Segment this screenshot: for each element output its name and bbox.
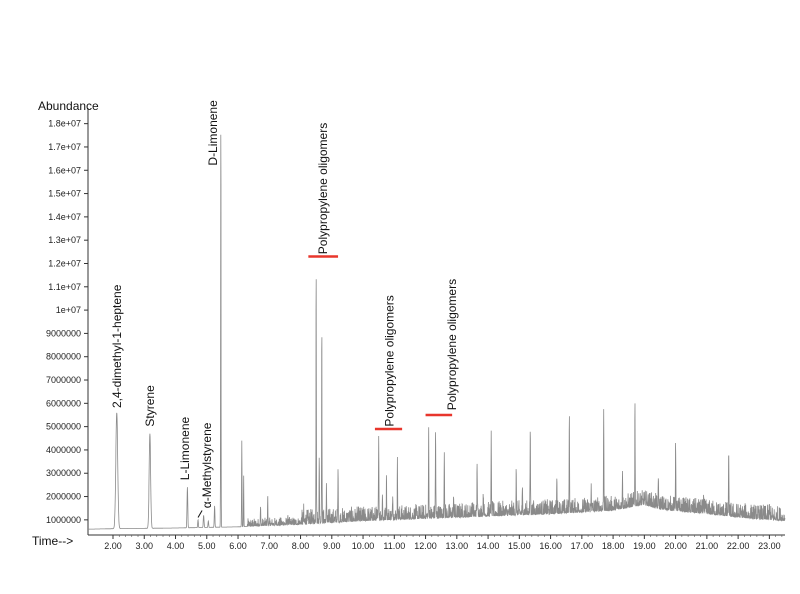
annotations-group: 2,4-dimethyl-1-heptene Styrene L-Limonene α… (110, 100, 459, 518)
x-tick-label: 13.00 (446, 541, 469, 551)
y-tick-label: 4000000 (46, 445, 81, 455)
peak-annotation: L-Limonene (178, 416, 192, 480)
y-tick-label: 7000000 (46, 375, 81, 385)
x-tick-label: 2.00 (104, 541, 122, 551)
x-tick-label: 19.00 (633, 541, 656, 551)
y-tick-label: 6000000 (46, 398, 81, 408)
y-tick-label: 9000000 (46, 328, 81, 338)
peak-annotation: Polypropylene oligomers (445, 279, 459, 410)
peak-annotation: α-Methylstyrene (200, 422, 214, 508)
x-axis-label: Time--> (32, 534, 73, 548)
trace-group (88, 134, 786, 530)
x-tick-label: 6.00 (229, 541, 247, 551)
x-tick-label: 17.00 (571, 541, 594, 551)
y-tick-label: 1.2e+07 (48, 258, 81, 268)
x-tick-label: 3.00 (135, 541, 153, 551)
y-tick-label: 1.6e+07 (48, 165, 81, 175)
x-tick-label: 4.00 (167, 541, 185, 551)
leader-line (197, 510, 203, 518)
y-tick-label: 1.3e+07 (48, 235, 81, 245)
y-tick-label: 1.5e+07 (48, 189, 81, 199)
peak-annotation: D-Limonene (206, 100, 220, 166)
x-tick-label: 5.00 (198, 541, 216, 551)
x-tick-label: 15.00 (508, 541, 531, 551)
chromatogram-trace (88, 134, 786, 530)
y-tick-label: 2000000 (46, 492, 81, 502)
axes-group (84, 108, 785, 539)
x-tick-label: 7.00 (261, 541, 279, 551)
y-tick-label: 5000000 (46, 422, 81, 432)
x-tick-label: 12.00 (414, 541, 437, 551)
x-tick-label: 22.00 (727, 541, 750, 551)
y-tick-label: 1.8e+07 (48, 119, 81, 129)
y-tick-label: 8000000 (46, 352, 81, 362)
x-tick-label: 8.00 (292, 541, 310, 551)
x-tick-label: 23.00 (758, 541, 781, 551)
y-tick-label: 1000000 (46, 515, 81, 525)
peak-annotation: 2,4-dimethyl-1-heptene (110, 284, 124, 408)
x-tick-label: 10.00 (352, 541, 375, 551)
x-tick-label: 16.00 (539, 541, 562, 551)
y-tick-label: 1.7e+07 (48, 142, 81, 152)
peak-annotation: Polypropylene oligomers (316, 123, 330, 254)
tick-labels-group: 1000000 2000000 3000000 4000000 5000000 60000… (46, 119, 781, 551)
y-tick-label: 1.1e+07 (48, 282, 81, 292)
x-tick-label: 11.00 (383, 541, 405, 551)
x-tick-label: 18.00 (602, 541, 625, 551)
peak-annotation: Polypropylene oligomers (383, 295, 397, 426)
x-tick-label: 14.00 (477, 541, 500, 551)
x-tick-label: 9.00 (323, 541, 341, 551)
y-tick-label: 3000000 (46, 468, 81, 478)
x-tick-label: 21.00 (696, 541, 719, 551)
y-tick-label: 1.4e+07 (48, 212, 81, 222)
y-tick-label: 1e+07 (56, 305, 81, 315)
peak-annotation: Styrene (143, 385, 157, 427)
y-axis-label: Abundance (38, 99, 99, 113)
x-tick-label: 20.00 (664, 541, 687, 551)
